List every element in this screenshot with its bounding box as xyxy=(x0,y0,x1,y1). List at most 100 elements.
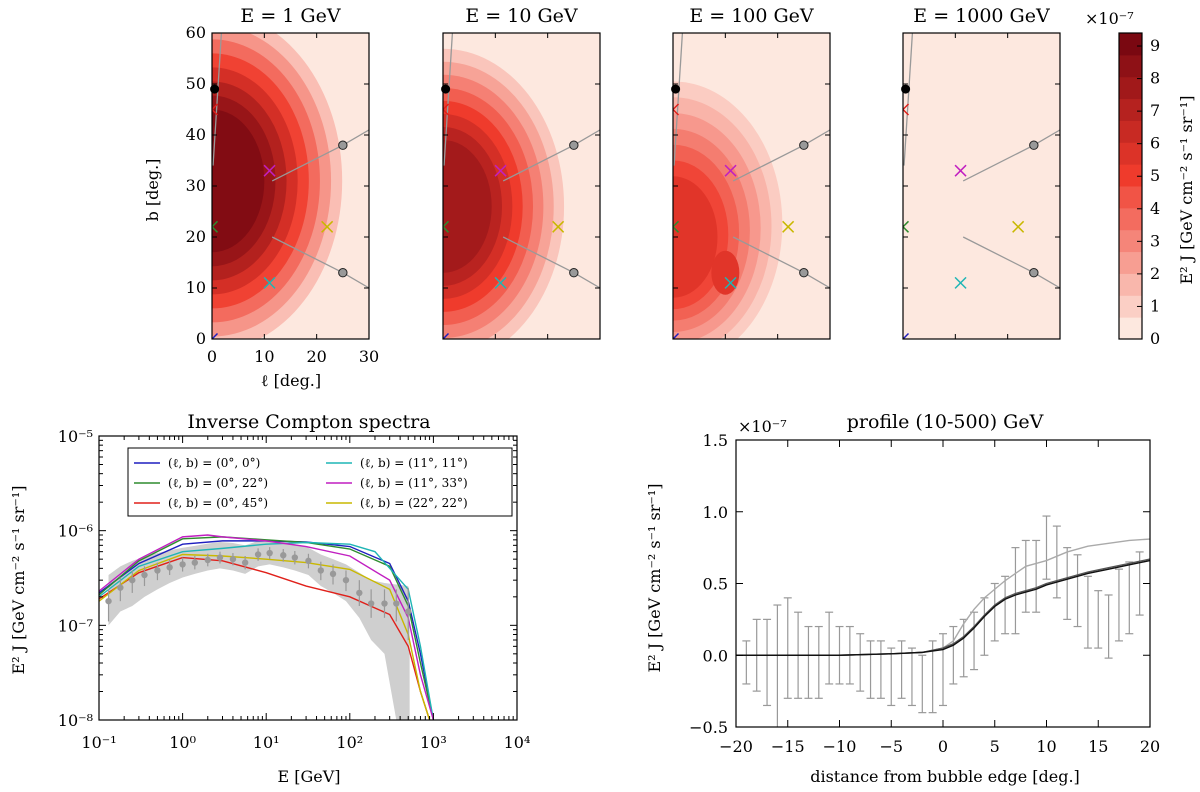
spectra-title: Inverse Compton spectra xyxy=(187,411,430,433)
marker-stroke xyxy=(954,164,967,177)
profile-title: profile (10-500) GeV xyxy=(847,411,1044,433)
marker-stroke xyxy=(263,276,276,289)
colorbar-tick-label: 8 xyxy=(1150,69,1160,88)
profile-plot-area xyxy=(736,515,1150,727)
profile-endpoint-dot xyxy=(338,268,348,278)
position-marker xyxy=(1012,220,1025,233)
data-point xyxy=(229,555,237,563)
colorbar-segment xyxy=(1119,164,1142,187)
position-marker xyxy=(903,220,910,233)
spectra-y-tick-label: 10⁻⁸ xyxy=(58,711,93,730)
data-point xyxy=(191,559,199,566)
spectra-x-tick-label: 10⁰ xyxy=(169,733,196,752)
data-point xyxy=(305,557,312,565)
position-marker xyxy=(212,103,219,116)
spectra-xlabel: E [GeV] xyxy=(277,767,340,786)
series-line-3 xyxy=(99,556,431,720)
legend-label: (ℓ, b) = (11°, 11°) xyxy=(360,456,468,470)
data-uncertainty-band xyxy=(398,603,410,720)
contour-level xyxy=(212,109,265,253)
marker-stroke xyxy=(903,103,910,111)
colorbar-tick-label: 0 xyxy=(1150,329,1160,348)
position-marker xyxy=(673,332,680,339)
map-y-tick-label: 10 xyxy=(186,278,206,297)
profile-cut-line xyxy=(1033,129,1060,146)
spectra-x-tick-label: 10² xyxy=(336,733,363,752)
colorbar-segment xyxy=(1119,54,1142,78)
series-line-4 xyxy=(99,541,435,720)
marker-stroke xyxy=(903,225,910,233)
profile-x-tick-label: −15 xyxy=(771,737,805,756)
position-marker xyxy=(673,220,680,233)
bubble-edge-line xyxy=(673,33,684,166)
profile-cut-line xyxy=(962,236,1035,274)
colorbar-tick-label: 5 xyxy=(1150,166,1160,185)
data-point xyxy=(141,571,148,579)
marker-stroke xyxy=(673,332,680,339)
colorbar-frame xyxy=(1118,32,1143,340)
profile-x-tick-label: 5 xyxy=(990,737,1000,756)
profile-x-tick-label: 20 xyxy=(1140,737,1160,756)
position-marker xyxy=(263,164,276,177)
map-contours xyxy=(212,33,369,339)
position-marker xyxy=(903,103,910,116)
profile-x-tick-label: −5 xyxy=(879,737,903,756)
data-point xyxy=(393,600,400,607)
map-title: E = 100 GeV xyxy=(689,5,814,27)
marker-stroke xyxy=(724,164,737,177)
colorbar-segment xyxy=(1119,251,1142,274)
profile-endpoint-dot xyxy=(569,268,579,278)
marker-stroke xyxy=(212,225,219,233)
map-panel-4: E = 1000 GeV xyxy=(901,5,1061,340)
spectra-ylabel: E² J [GeV cm⁻² s⁻¹ sr⁻¹] xyxy=(9,485,28,674)
colorbar-segment xyxy=(1119,76,1142,100)
profile-cut-line xyxy=(271,236,344,274)
profile-y-tick-label: 1.0 xyxy=(703,503,728,522)
profile-x-tick-label: −10 xyxy=(823,737,857,756)
map-y-tick-label: 60 xyxy=(186,23,206,42)
position-marker xyxy=(724,276,737,289)
spectra-legend: (ℓ, b) = (0°, 0°) (ℓ, b) = (0°, 22°) (ℓ, b… xyxy=(127,447,513,517)
marker-stroke xyxy=(903,332,910,339)
map-x-tick-label: 0 xyxy=(207,347,217,366)
colorbar-tick-label: 2 xyxy=(1150,264,1160,283)
data-point xyxy=(129,576,136,584)
profile-y-tick-label: −0.5 xyxy=(689,718,728,737)
marker-stroke xyxy=(443,332,450,339)
marker-stroke xyxy=(212,332,219,339)
marker-stroke xyxy=(321,220,334,233)
position-marker xyxy=(954,164,967,177)
map-xlabel: ℓ [deg.] xyxy=(261,371,321,390)
data-point xyxy=(154,567,161,574)
marker-stroke xyxy=(903,220,910,228)
profile-endpoint-dot xyxy=(799,268,809,278)
colorbar-label: E² J [GeV cm⁻² s⁻¹ sr⁻¹] xyxy=(1177,95,1196,284)
profile-cut-line xyxy=(573,272,600,289)
spectra-x-tick-label: 10³ xyxy=(420,733,447,752)
colorbar-exponent: ×10⁻⁷ xyxy=(1085,9,1134,28)
map-y-tick-label: 0 xyxy=(196,329,206,348)
marker-stroke xyxy=(443,220,450,228)
profile-x-tick-label: 10 xyxy=(1036,737,1056,756)
data-point xyxy=(367,600,375,607)
profile-cut-line xyxy=(803,129,830,146)
marker-stroke xyxy=(673,225,680,233)
position-marker xyxy=(443,103,450,116)
profile-xlabel: distance from bubble edge [deg.] xyxy=(810,767,1080,786)
profile-x-tick-label: 15 xyxy=(1088,737,1108,756)
marker-stroke xyxy=(494,164,507,177)
profile-y-tick-label: 1.5 xyxy=(703,431,728,450)
marker-stroke xyxy=(443,225,450,233)
position-marker xyxy=(673,103,680,116)
legend-box xyxy=(127,447,513,517)
profile-endpoint-dot xyxy=(1029,140,1039,150)
marker-stroke xyxy=(782,220,795,233)
colorbar-segment xyxy=(1119,207,1142,231)
map-background xyxy=(903,33,1060,339)
data-point xyxy=(342,576,350,584)
marker-stroke xyxy=(1012,220,1025,233)
colorbar-segment xyxy=(1119,186,1142,209)
profile-y-tick-label: 0.5 xyxy=(703,575,728,594)
data-point xyxy=(216,554,224,561)
